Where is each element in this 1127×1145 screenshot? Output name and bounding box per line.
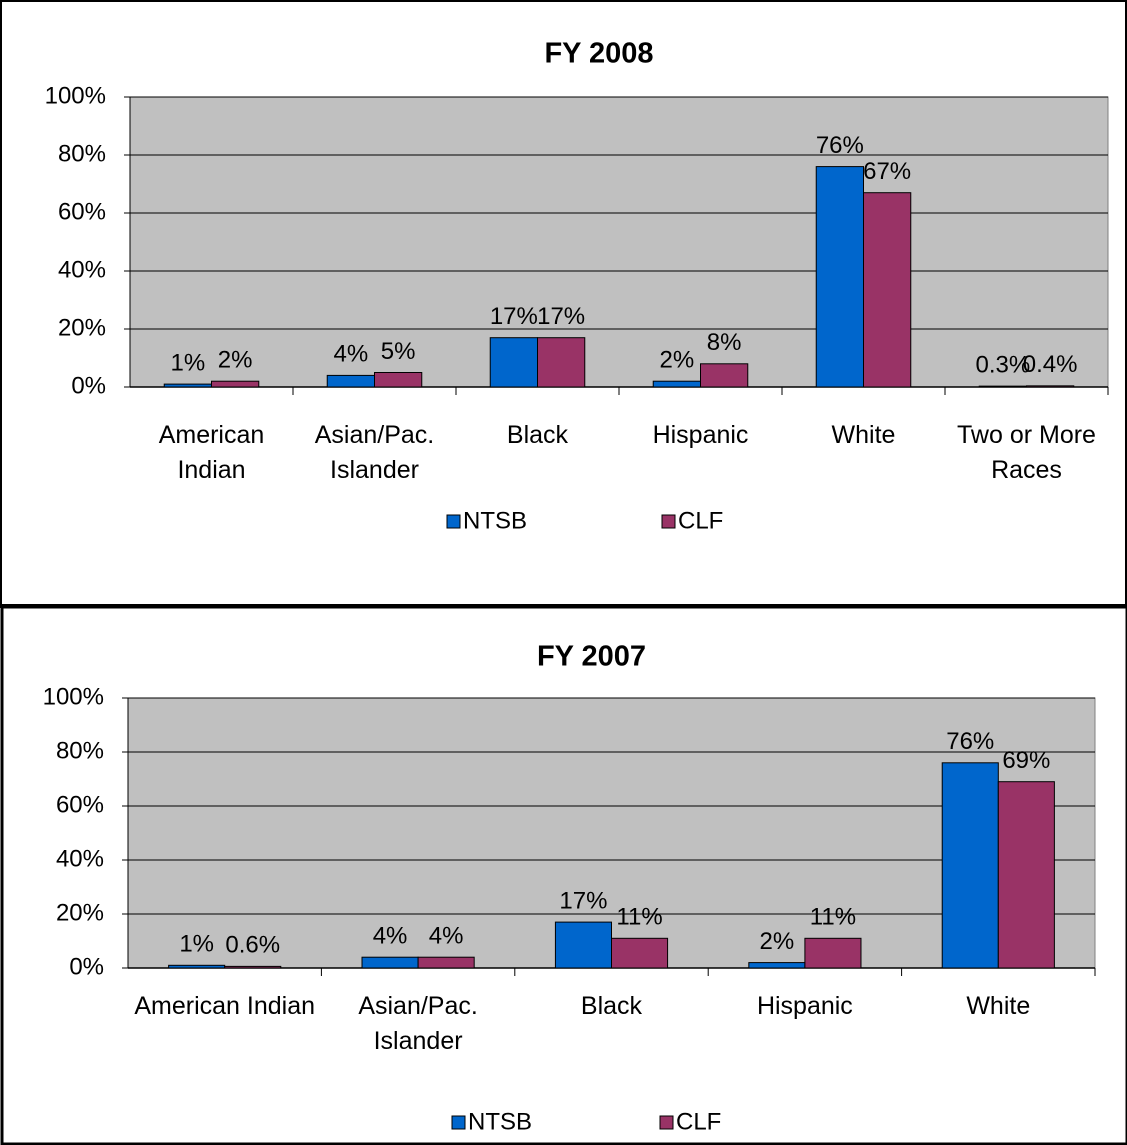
data-label: 4% [334, 341, 369, 368]
x-tick-label: Black [506, 421, 569, 449]
data-label: 11% [810, 904, 856, 931]
plot-area [129, 96, 1109, 388]
y-tick-label: 20% [56, 899, 104, 926]
bar [326, 374, 376, 388]
y-tick-label: 0% [71, 372, 106, 399]
x-tick-label: Asian/Pac. Islander [314, 421, 435, 484]
legend-swatch [446, 514, 461, 529]
data-label: 1% [179, 931, 214, 958]
data-label: 0.6% [225, 932, 280, 959]
x-tick-label: Asian/Pac. Islander [358, 992, 478, 1055]
x-tick-label: Hispanic [756, 992, 853, 1020]
data-label: 69% [1002, 747, 1050, 774]
x-tick-label: Two or More Races [957, 421, 1096, 484]
bar [1026, 385, 1075, 388]
bar [224, 965, 282, 969]
data-label: 76% [816, 132, 864, 159]
data-label: 11% [616, 904, 662, 931]
bar [815, 166, 864, 388]
data-label: 76% [946, 728, 994, 755]
y-tick-label: 0% [69, 953, 104, 980]
bar [611, 937, 669, 969]
legend-swatch [659, 1115, 674, 1130]
legend-label: CLF [678, 507, 723, 534]
bar [537, 337, 586, 388]
y-tick-label: 100% [43, 683, 104, 710]
y-tick-label: 100% [45, 82, 106, 109]
bar [997, 781, 1055, 969]
bar [978, 385, 1027, 388]
y-tick-label: 60% [56, 791, 104, 818]
y-tick-label: 80% [56, 737, 104, 764]
bar [489, 337, 539, 388]
legend-label: NTSB [463, 507, 527, 534]
bar [748, 962, 806, 969]
legend-label: NTSB [468, 1108, 532, 1135]
bar [417, 956, 475, 969]
bar [374, 372, 423, 388]
x-tick-label: White [831, 421, 896, 449]
y-tick-label: 60% [58, 198, 106, 225]
bar [941, 762, 999, 969]
chart-title: FY 2008 [544, 38, 653, 70]
legend-swatch [661, 514, 676, 529]
x-tick-label: American Indian [134, 992, 316, 1020]
x-tick-label: Black [580, 992, 643, 1020]
data-label: 17% [490, 303, 538, 330]
chart-title: FY 2007 [537, 641, 646, 673]
y-tick-label: 40% [56, 845, 104, 872]
data-label: 0.4% [1023, 351, 1078, 378]
y-tick-label: 20% [58, 314, 106, 341]
y-tick-label: 80% [58, 140, 106, 167]
data-label: 67% [863, 158, 911, 185]
data-label: 8% [707, 329, 742, 356]
data-label: 4% [429, 923, 464, 950]
x-tick-label: White [966, 992, 1031, 1020]
x-tick-label: American Indian [158, 421, 265, 484]
data-label: 4% [373, 923, 408, 950]
bar [804, 937, 862, 969]
bar [168, 964, 226, 969]
data-label: 2% [760, 928, 795, 955]
bar [700, 363, 749, 388]
bar [361, 956, 419, 969]
bar [211, 380, 260, 388]
data-label: 1% [171, 349, 206, 376]
data-label: 17% [537, 303, 585, 330]
bar [652, 380, 701, 388]
y-tick-label: 40% [58, 256, 106, 283]
bar [163, 383, 212, 388]
data-label: 0.3% [976, 351, 1031, 378]
legend-swatch [451, 1115, 466, 1130]
data-label: 2% [218, 347, 253, 374]
data-label: 2% [660, 347, 695, 374]
data-label: 5% [381, 338, 416, 365]
bar [863, 192, 912, 388]
data-label: 17% [559, 887, 607, 914]
x-tick-label: Hispanic [652, 421, 749, 449]
legend-label: CLF [676, 1108, 721, 1135]
bar [554, 921, 612, 969]
